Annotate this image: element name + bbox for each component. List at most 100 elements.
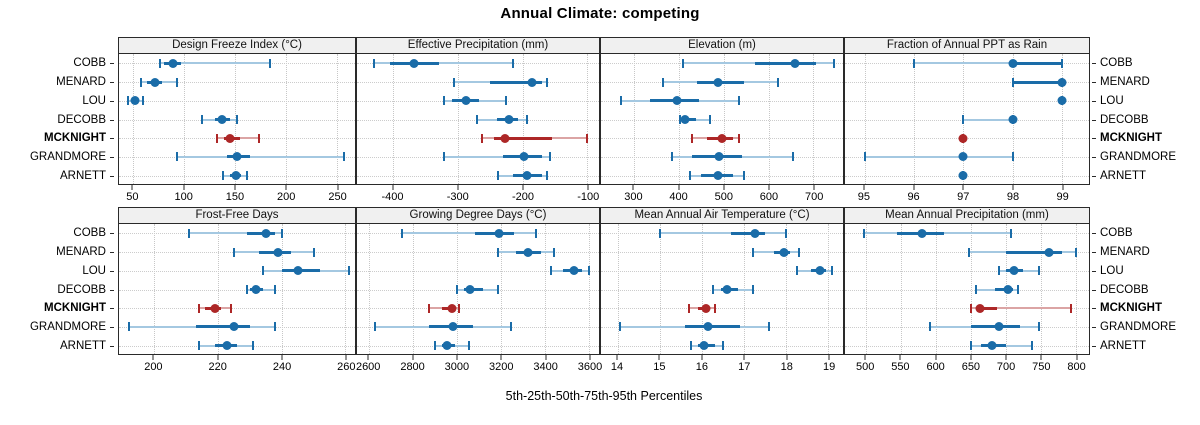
p5-cap-lou (549, 266, 552, 276)
whisker-cobb (159, 62, 270, 65)
median-dot-cobb (261, 228, 271, 238)
median-dot-lou (569, 266, 579, 276)
axis-tick-label: 16 (695, 361, 708, 373)
gridline-vertical (914, 54, 915, 184)
row-guide (845, 345, 1089, 347)
median-dot-decobb (504, 115, 514, 124)
axis-tick-label: 600 (926, 361, 945, 373)
panel-header-design-freeze-index-c: Design Freeze Index (°C) (118, 37, 356, 54)
y-tick (1092, 175, 1096, 177)
p5-cap-mcknight (215, 133, 218, 143)
median-dot-grandmore (448, 322, 458, 332)
station-label-menard: MENARD (1100, 76, 1150, 89)
axis-tick (768, 185, 770, 190)
whisker-mcknight (970, 307, 1071, 310)
p5-cap-menard (751, 247, 754, 257)
station-labels-right-row1: COBB MENARD LOU DECOBB MCKNIGHT GRANDMORE ARNE… (1092, 54, 1200, 185)
iqr-bar-cobb (731, 231, 766, 235)
row-guide (601, 308, 843, 310)
p5-cap-lou (619, 96, 622, 106)
p5-cap-menard (140, 77, 143, 87)
station-labels-left-row2: COBB MENARD LOU DECOBB MCKNIGHT GRANDMORE ARNE… (0, 224, 114, 355)
median-dot-mcknight (447, 303, 457, 313)
gridline-vertical (970, 224, 972, 354)
axis-tick-label: 500 (855, 361, 875, 373)
axis-tick (913, 185, 915, 190)
gridline-vertical (900, 224, 902, 354)
median-dot-arnett (987, 341, 997, 351)
axis-tick-label: 400 (669, 191, 688, 203)
y-tick (1092, 233, 1096, 235)
p5-cap-grandmore (442, 152, 445, 162)
p5-cap-menard (496, 247, 499, 257)
gridline-vertical (133, 54, 135, 184)
axis-tick (412, 355, 414, 360)
median-dot-grandmore (232, 152, 242, 162)
p95-cap-menard (546, 77, 549, 87)
row-guide (357, 270, 599, 272)
axis-tick (1062, 185, 1064, 190)
p5-cap-mcknight (197, 303, 200, 313)
p5-cap-cobb (862, 228, 865, 238)
panel-header-mean-annual-precipitation-mm: Mean Annual Precipitation (mm) (844, 207, 1090, 224)
axis-tick-label: -300 (446, 191, 469, 203)
p95-cap-cobb (785, 228, 788, 238)
axis-tick-label: 2600 (355, 361, 381, 373)
axis-tick (152, 355, 154, 360)
gridline-vertical (217, 224, 219, 354)
station-label-grandmore: GRANDMORE (1100, 320, 1177, 333)
axis-tick-label: 19 (823, 361, 836, 373)
gridline-vertical (501, 224, 503, 354)
x-axis-caption: 5th-25th-50th-75th-95th Percentiles (505, 389, 703, 403)
row-guide (119, 82, 355, 84)
axis-tick-label: 700 (996, 361, 1016, 373)
axis-tick-label: 17 (738, 361, 751, 373)
gridline-vertical (865, 224, 867, 354)
median-dot-arnett (522, 171, 532, 181)
p95-cap-mcknight (229, 303, 232, 313)
y-tick (1092, 63, 1096, 65)
axis-tick-label: -100 (577, 191, 600, 203)
median-dot-arnett (222, 341, 232, 351)
p95-cap-mcknight (738, 133, 741, 143)
p5-cap-lou (795, 266, 798, 276)
median-dot-decobb (1003, 285, 1013, 294)
panel-header-elevation-m: Elevation (m) (600, 37, 844, 54)
axis-tick (131, 185, 133, 190)
gridline-vertical (345, 224, 347, 354)
p95-cap-arnett (468, 341, 471, 351)
row-guide (845, 252, 1089, 254)
axis-tick (1076, 355, 1078, 360)
iqr-bar-menard (1005, 250, 1062, 254)
panel-header-growing-degree-days-c: Growing Degree Days (°C) (356, 207, 600, 224)
p95-cap-mcknight (1069, 303, 1072, 313)
median-dot-cobb (494, 228, 504, 238)
p95-cap-menard (797, 247, 800, 257)
p5-cap-decobb (711, 285, 714, 294)
y-tick (110, 326, 114, 328)
median-dot-cobb (409, 58, 419, 68)
axis-tick (545, 355, 547, 360)
p5-cap-cobb (401, 228, 404, 238)
p5-cap-menard (967, 247, 970, 257)
p95-cap-grandmore (1011, 152, 1014, 162)
p95-cap-lou (588, 266, 591, 276)
axis-tick (589, 355, 591, 360)
axis-tick (337, 185, 339, 190)
station-label-mcknight: MCKNIGHT (44, 302, 106, 315)
axis-tick-label: 700 (804, 191, 824, 203)
axis-tick-label: 550 (891, 361, 910, 373)
p5-cap-arnett (969, 341, 972, 351)
axis-tick-label: 95 (857, 191, 870, 203)
p95-cap-lou (347, 266, 350, 276)
axis-tick (786, 355, 788, 360)
row-guide (601, 252, 843, 254)
median-dot-decobb (217, 115, 227, 124)
whisker-grandmore (864, 155, 1013, 158)
y-tick (110, 156, 114, 158)
axis-tick (813, 185, 815, 190)
p95-cap-decobb (525, 115, 528, 124)
p5-cap-lou (261, 266, 264, 276)
axis-tick (285, 185, 287, 190)
p5-cap-cobb (372, 58, 375, 68)
